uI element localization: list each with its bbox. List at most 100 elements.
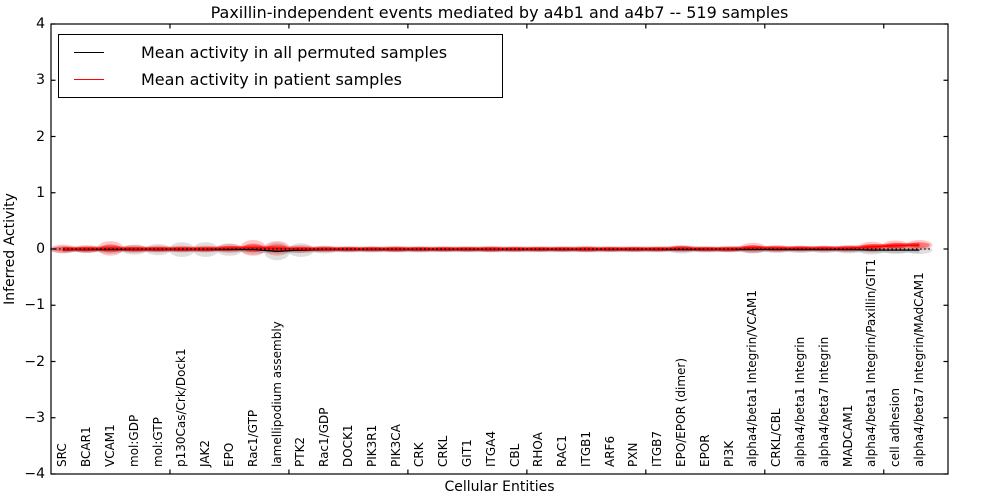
patient-violin-inner (623, 247, 645, 251)
x-tick-label: ARF6 (602, 435, 617, 467)
y-tick-label: 3 (36, 72, 45, 89)
permuted-violin (906, 246, 933, 255)
patient-violin-outer (168, 245, 195, 253)
patient-violin-outer (597, 246, 624, 252)
patient-violin-outer (620, 246, 647, 252)
permuted-violin (145, 244, 172, 256)
permuted-violin (216, 243, 243, 256)
patient-violin-outer (668, 245, 695, 252)
y-tick-label: −1 (24, 297, 45, 314)
patient-violin-inner (456, 247, 478, 251)
patient-violin-inner (885, 242, 907, 249)
patient-violin-inner (837, 246, 859, 251)
permuted-violin (311, 245, 338, 254)
patient-violin-outer (549, 246, 576, 252)
permuted-violin (525, 247, 552, 252)
y-tick-label: −3 (24, 409, 45, 426)
x-tick-label: ITGA4 (483, 430, 498, 467)
legend-label-patient: Mean activity in patient samples (141, 70, 402, 89)
patient-violin-outer (335, 246, 362, 252)
x-tick-label: PIK3R1 (364, 424, 379, 467)
permuted-violin (97, 245, 124, 255)
permuted-violin (502, 247, 528, 252)
permuted-violin (335, 246, 362, 253)
patient-violin-outer (121, 245, 148, 253)
patient-violin-inner (266, 244, 288, 253)
patient-violin-inner (409, 247, 431, 251)
patient-base-band (62, 242, 920, 252)
patient-violin-outer (835, 245, 862, 252)
x-tick-label: EPO (221, 442, 236, 467)
patient-violin-inner (242, 243, 264, 253)
y-tick-label: −2 (24, 353, 45, 370)
x-tick-label: RAC1 (555, 435, 570, 467)
patient-violin-inner (671, 246, 692, 251)
patient-violin-outer (430, 246, 457, 252)
x-tick-label: SRC (55, 443, 70, 467)
patient-violin-inner (742, 245, 764, 251)
x-tick-label: cell adhesion (888, 388, 903, 467)
x-tick-label: alpha4/beta7 Integrin/MAdCAM1 (911, 272, 926, 467)
patient-violin-inner (813, 246, 835, 250)
patient-violin-inner (76, 246, 98, 252)
patient-violin-inner (123, 246, 145, 252)
patient-violin-outer (49, 244, 76, 254)
permuted-mean-line (62, 248, 920, 252)
x-tick-label: alpha4/beta7 Integrin (816, 336, 831, 467)
patient-violin-inner (861, 244, 883, 250)
x-tick-label: PI3K (721, 440, 736, 467)
permuted-violin (359, 246, 386, 253)
x-tick-label: JAK2 (198, 439, 213, 467)
permuted-violin (787, 246, 814, 254)
patient-violin-outer (383, 246, 409, 252)
permuted-violin (49, 246, 76, 254)
patient-violin-inner (694, 247, 716, 251)
patient-violin-outer (478, 246, 505, 252)
x-tick-label: ITGB1 (578, 430, 593, 467)
patient-violin-inner (361, 247, 383, 251)
patient-violin-outer (716, 246, 743, 252)
x-tick-label: VCAM1 (103, 424, 117, 467)
x-tick-label: ITGB7 (650, 430, 665, 467)
legend: Mean activity in all permuted samples Me… (58, 34, 503, 98)
x-tick-label: CRK (412, 442, 427, 467)
x-tick-label: Rac1/GTP (245, 409, 260, 467)
x-tick-label: alpha4/beta1 Integrin/Paxillin/GIT1 (864, 258, 879, 467)
patient-violin-outer (692, 246, 719, 252)
x-tick-label: CRKL (436, 435, 451, 467)
chart-title: Paxillin-independent events mediated by … (210, 3, 789, 22)
patient-violin-inner (480, 247, 502, 251)
patient-violin-outer (240, 240, 267, 256)
patient-violin-inner (100, 244, 121, 253)
patient-violin-inner (647, 247, 669, 251)
patient-violin-inner (147, 247, 169, 251)
permuted-violin (287, 243, 314, 257)
permuted-violin (716, 246, 743, 253)
patient-violin-outer (763, 245, 790, 252)
permuted-violin (882, 246, 909, 255)
patient-violin-outer (882, 240, 909, 251)
patient-violin-outer (644, 246, 671, 252)
permuted-base-band (62, 247, 920, 254)
permuted-violin (858, 245, 885, 255)
permuted-violin (644, 247, 671, 252)
patient-violin-inner (195, 247, 217, 251)
x-tick-label: mol:GTP (150, 417, 165, 467)
legend-entry-patient: Mean activity in patient samples (59, 67, 502, 93)
legend-entry-permuted: Mean activity in all permuted samples (59, 40, 502, 66)
x-axis-title: Cellular Entities (444, 479, 555, 495)
patient-line-swatch (74, 79, 104, 80)
patient-violin-outer (787, 245, 814, 252)
y-tick-label: 4 (36, 16, 45, 32)
y-tick-label: 1 (36, 184, 45, 201)
y-tick-label: 2 (36, 128, 45, 145)
patient-violin-inner (290, 246, 312, 252)
permuted-violin (668, 245, 695, 254)
permuted-violin (692, 246, 719, 253)
patient-violin-inner (718, 247, 740, 251)
patient-violin-outer (739, 242, 766, 253)
permuted-violin (430, 247, 457, 252)
patient-violin-inner (599, 247, 621, 251)
patient-violin-inner (552, 247, 574, 251)
patient-violin-outer (264, 241, 290, 256)
